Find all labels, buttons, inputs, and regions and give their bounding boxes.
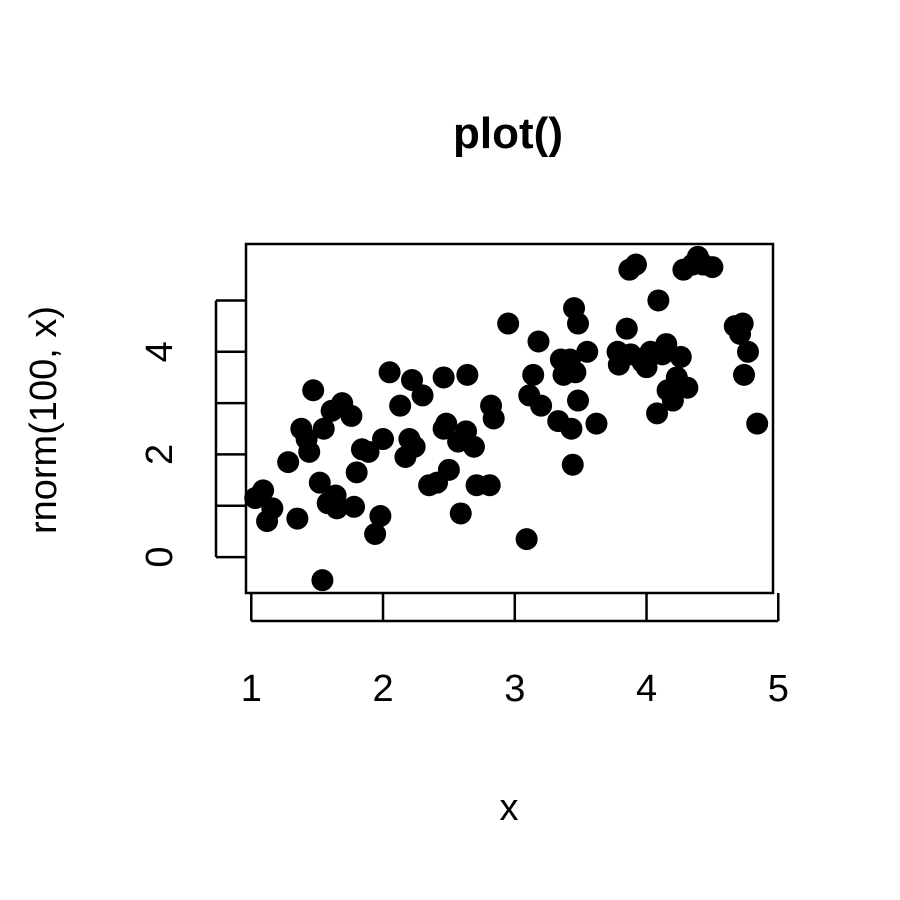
data-point (252, 479, 275, 502)
data-point (646, 402, 669, 425)
y-tick-label: 4 (139, 341, 181, 362)
data-point (676, 376, 699, 399)
data-point (585, 412, 608, 435)
data-point (561, 453, 584, 476)
data-point (497, 312, 520, 335)
x-tick-label: 3 (504, 668, 525, 710)
data-point (567, 389, 590, 412)
data-point (701, 256, 724, 279)
data-point (435, 412, 458, 435)
data-point (564, 361, 587, 384)
y-tick-label: 2 (139, 444, 181, 465)
x-axis-label: x (500, 787, 519, 829)
x-tick-label: 1 (241, 668, 262, 710)
data-point (615, 317, 638, 340)
data-point (298, 440, 321, 463)
chart-title: plot() (453, 109, 563, 158)
data-point (432, 366, 455, 389)
data-point (401, 369, 424, 392)
data-point (437, 458, 460, 481)
x-axis: 1 2 3 4 5 (241, 593, 789, 710)
y-axis-label: rnorm(100, x) (23, 306, 65, 534)
x-tick-label: 2 (372, 668, 393, 710)
y-tick-label: 0 (139, 547, 181, 568)
x-tick-label: 5 (768, 668, 789, 710)
x-tick-label: 4 (636, 668, 657, 710)
y-axis: 0 2 4 (139, 299, 246, 568)
data-point (308, 471, 331, 494)
data-point (302, 379, 325, 402)
data-point (325, 497, 348, 520)
data-point (378, 361, 401, 384)
data-point (647, 289, 670, 312)
data-point (340, 404, 363, 427)
data-point (655, 333, 678, 356)
data-point (576, 340, 599, 363)
data-point (372, 428, 395, 451)
data-point (357, 440, 380, 463)
data-point (389, 394, 412, 417)
data-point (462, 435, 485, 458)
data-point (261, 497, 284, 520)
data-point (522, 363, 545, 386)
data-point (733, 363, 756, 386)
data-point (403, 435, 426, 458)
data-point (345, 461, 368, 484)
data-point (731, 312, 754, 335)
plot-box (244, 242, 775, 595)
data-point (527, 330, 550, 353)
data-point (411, 384, 434, 407)
data-points (244, 245, 769, 592)
data-point (560, 417, 583, 440)
data-point (515, 528, 538, 551)
data-point (746, 412, 769, 435)
data-point (669, 345, 692, 368)
data-point (286, 507, 309, 530)
data-point (624, 253, 647, 276)
data-point (343, 495, 366, 518)
data-point (736, 340, 759, 363)
data-point (369, 505, 392, 528)
data-point (364, 522, 387, 545)
data-point (312, 417, 335, 440)
data-point (482, 407, 505, 430)
data-point (478, 474, 501, 497)
data-point (456, 363, 479, 386)
data-point (567, 312, 590, 335)
data-point (530, 394, 553, 417)
data-point (311, 569, 334, 592)
data-point (449, 502, 472, 525)
data-point (661, 389, 684, 412)
data-point (277, 451, 300, 474)
